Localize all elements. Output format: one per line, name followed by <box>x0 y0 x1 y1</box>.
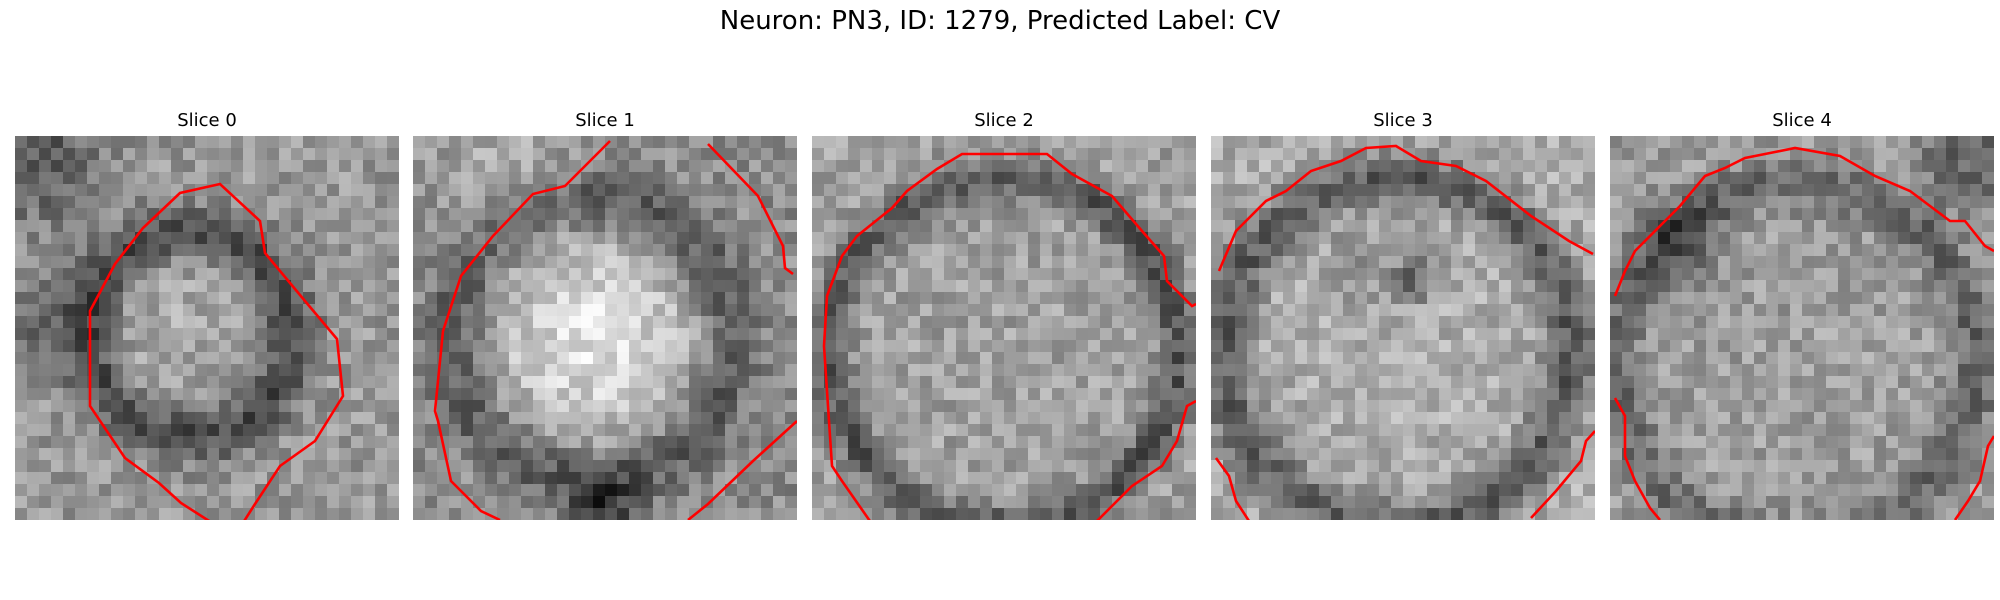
slice-title-3: Slice 3 <box>1373 110 1433 131</box>
segmentation-contour-top <box>1613 146 1994 297</box>
segmentation-contour-top-right <box>707 143 794 276</box>
segmentation-contour-right-bottom <box>1530 430 1595 519</box>
segmentation-contour-bottom-right <box>1096 399 1196 520</box>
segmentation-contour-left <box>433 140 611 520</box>
slice-title-1: Slice 1 <box>575 110 635 131</box>
slice-title-2: Slice 2 <box>974 110 1034 131</box>
segmentation-contour-top <box>822 152 1196 520</box>
segmentation-contour-top <box>1217 144 1594 272</box>
segmentation-contour-left-bottom <box>1613 397 1661 520</box>
slice-title-4: Slice 4 <box>1772 110 1832 131</box>
segmentation-contour <box>88 182 345 520</box>
segmentation-contour-bottom-right <box>687 420 797 520</box>
slice-image-3 <box>1211 136 1595 520</box>
segmentation-contour-right-bottom <box>1953 435 1994 520</box>
figure-title: Neuron: PN3, ID: 1279, Predicted Label: … <box>719 6 1281 36</box>
slice-title-0: Slice 0 <box>177 110 237 131</box>
slice-image-0 <box>15 136 399 520</box>
segmentation-contour-left-bottom <box>1214 457 1250 520</box>
slice-image-1 <box>413 136 797 520</box>
slice-image-2 <box>812 136 1196 520</box>
slice-image-4 <box>1610 136 1994 520</box>
